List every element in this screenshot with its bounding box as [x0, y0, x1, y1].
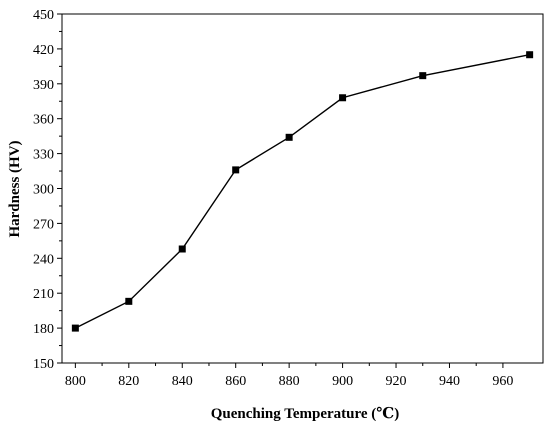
data-point-marker [419, 72, 427, 80]
series-line [75, 54, 530, 329]
y-axis-ticks: 150 180 210 240 270 300 330 360 390 420 450 [33, 8, 62, 372]
data-point-marker [178, 245, 186, 253]
y-tick-label: 300 [33, 183, 54, 198]
y-tick-label: 450 [33, 8, 54, 23]
data-point-marker [71, 324, 79, 332]
data-point-marker [526, 51, 534, 59]
x-tick-label: 920 [386, 374, 407, 389]
data-point-marker [232, 166, 240, 174]
x-tick-label: 800 [65, 374, 86, 389]
data-point-marker [339, 94, 347, 102]
y-tick-label: 150 [33, 357, 54, 372]
y-tick-label: 180 [33, 322, 54, 337]
data-point-marker [285, 133, 293, 141]
x-tick-label: 840 [172, 374, 193, 389]
data-point-marker [125, 297, 133, 305]
x-tick-label: 900 [332, 374, 353, 389]
y-tick-label: 210 [33, 287, 54, 302]
y-tick-label: 240 [33, 252, 54, 267]
y-tick-label: 360 [33, 113, 54, 128]
y-tick-label: 330 [33, 148, 54, 163]
x-tick-label: 860 [225, 374, 246, 389]
x-axis-title: Quenching Temperature (℃) [211, 406, 400, 422]
x-axis-ticks: 800 820 840 860 880 900 920 940 960 [65, 363, 513, 389]
y-tick-label: 270 [33, 217, 54, 232]
x-tick-label: 880 [279, 374, 300, 389]
y-tick-label: 390 [33, 78, 54, 93]
y-tick-label: 420 [33, 43, 54, 58]
x-tick-label: 820 [118, 374, 139, 389]
y-axis-title: Hardness (HV) [7, 140, 23, 237]
x-tick-label: 940 [439, 374, 460, 389]
data-series [71, 51, 534, 332]
x-tick-label: 960 [492, 374, 513, 389]
